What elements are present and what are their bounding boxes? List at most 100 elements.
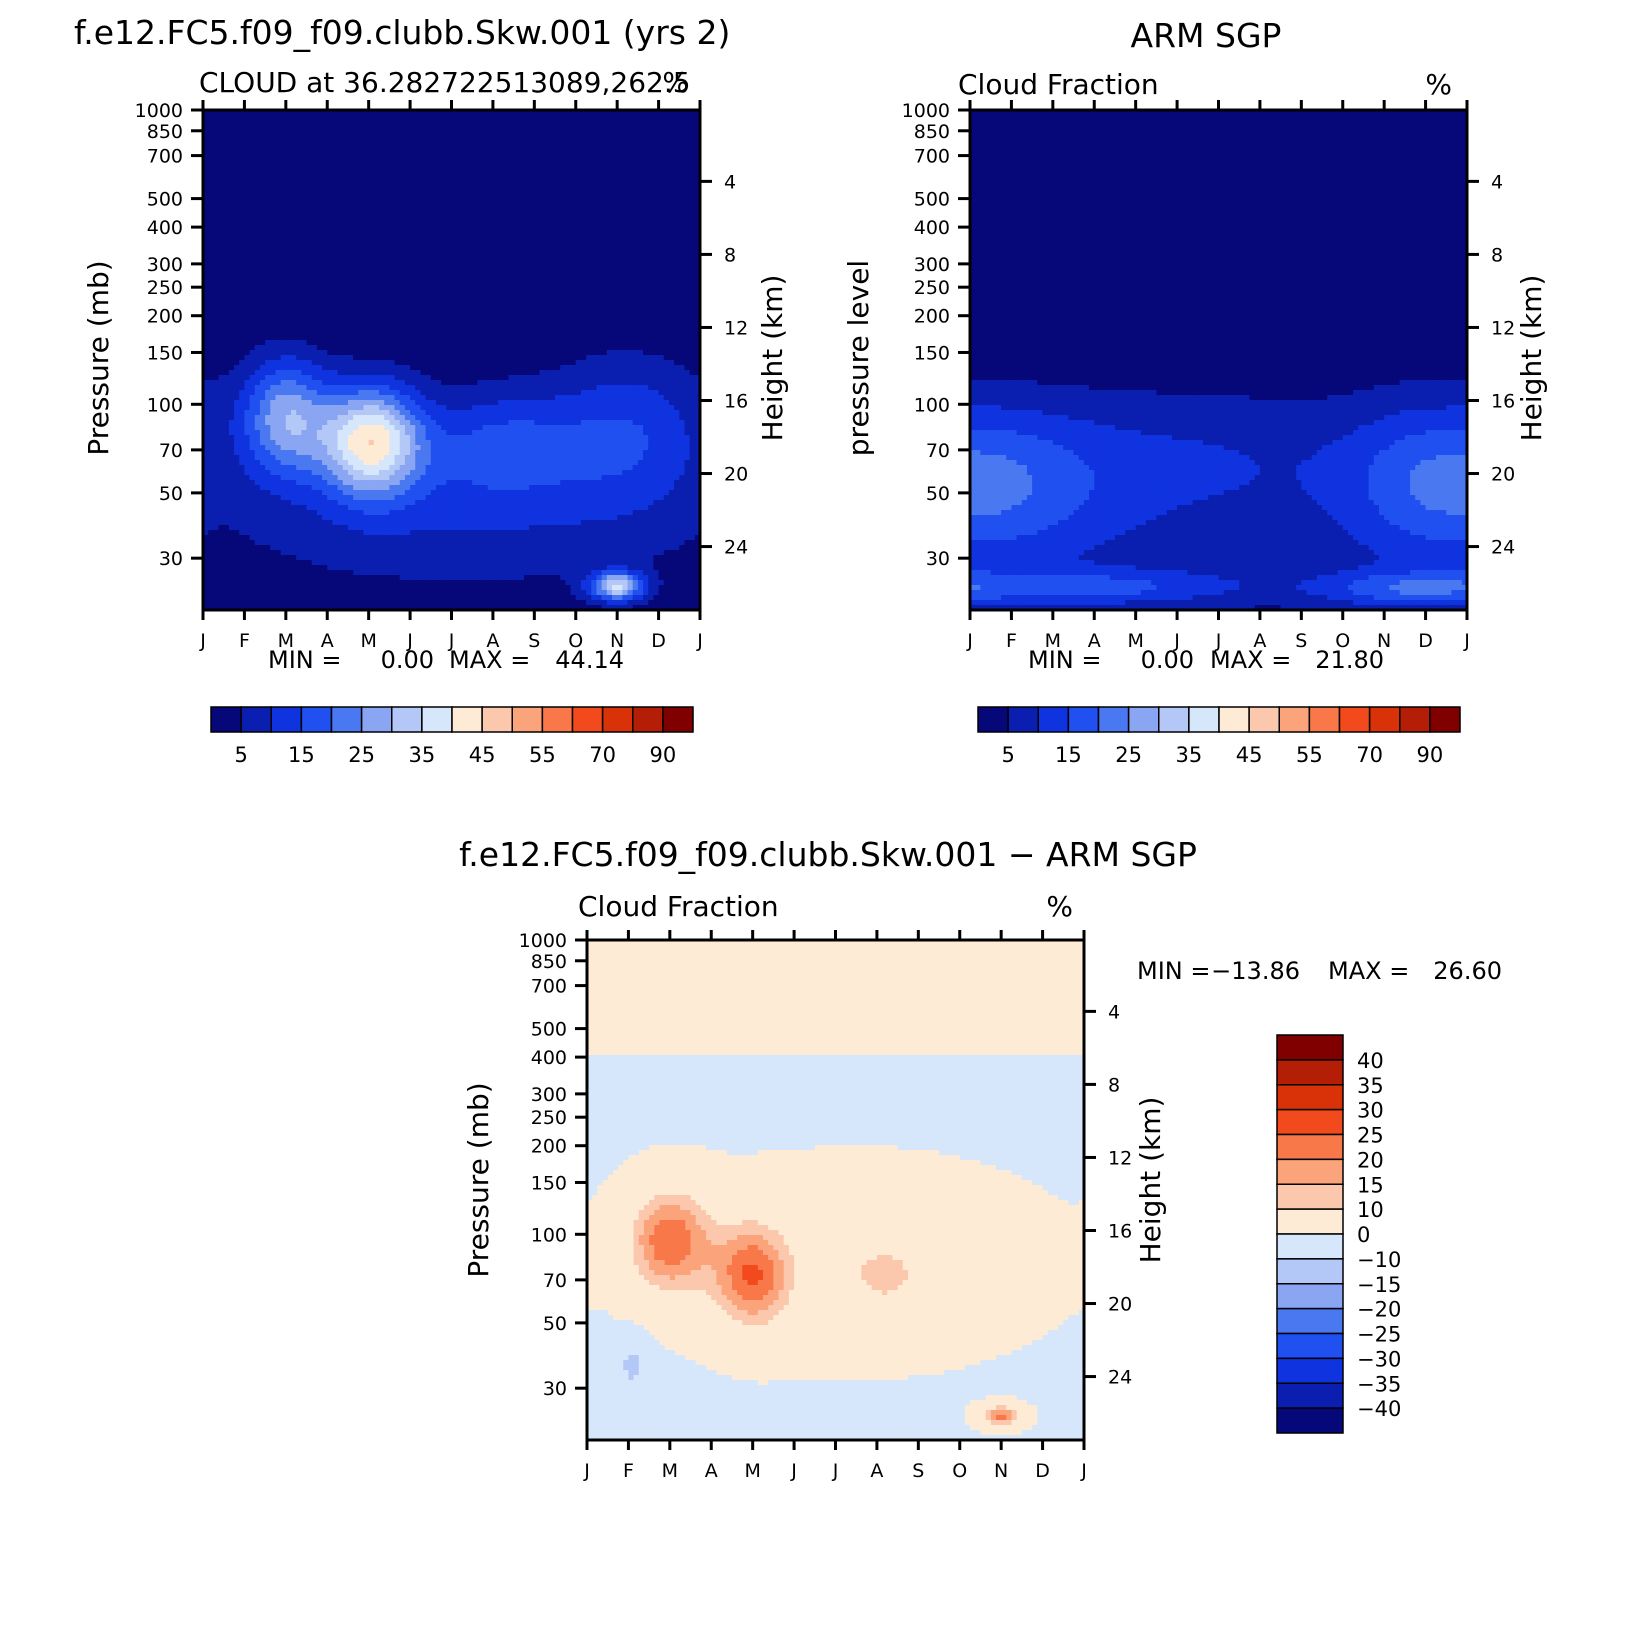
model-contour-cell (306, 560, 313, 566)
model-contour-cell (399, 210, 406, 216)
model-contour-cell (435, 255, 442, 261)
model-contour-cell (430, 420, 437, 426)
model-contour-cell (322, 585, 328, 591)
model-contour-cell (203, 485, 209, 491)
model-contour-cell (327, 245, 334, 251)
model-contour-cell (384, 385, 390, 391)
model-contour-cell (363, 510, 370, 516)
model-contour-cell (223, 335, 230, 341)
model-contour-cell (249, 410, 256, 416)
model-contour-cell (384, 375, 390, 381)
model-contour-cell (291, 400, 297, 406)
model-contour-cell (358, 130, 365, 136)
model-contour-cell (234, 220, 240, 226)
model-contour-cell (342, 135, 349, 141)
model-contour-cell (363, 405, 370, 411)
model-contour-cell (363, 520, 370, 526)
model-contour-cell (394, 145, 401, 151)
model-contour-cell (213, 380, 220, 386)
model-contour-cell (425, 405, 432, 411)
model-contour-cell (270, 485, 277, 491)
model-contour-cell (280, 440, 287, 446)
model-contour-cell (270, 430, 277, 436)
model-contour-cell (275, 235, 282, 241)
model-contour-cell (280, 135, 287, 141)
model-contour-cell (379, 175, 385, 181)
model-contour-cell (280, 530, 287, 536)
model-contour-cell (394, 170, 401, 176)
model-contour-cell (410, 260, 416, 266)
model-contour-cell (373, 375, 380, 381)
model-contour-cell (451, 520, 458, 526)
model-contour-cell (234, 280, 240, 286)
model-contour-cell (430, 445, 437, 451)
model-contour-cell (435, 515, 442, 521)
model-contour-cell (327, 300, 334, 306)
model-contour-cell (435, 180, 442, 186)
model-contour-cell (228, 145, 235, 151)
model-contour-cell (254, 440, 261, 446)
model-contour-cell (316, 555, 323, 561)
model-contour-cell (311, 170, 318, 176)
model-contour-cell (249, 570, 256, 576)
model-contour-cell (301, 270, 308, 276)
model-contour-cell (311, 225, 318, 231)
model-contour-cell (399, 145, 406, 151)
model-contour-cell (280, 535, 287, 541)
model-contour-cell (311, 130, 318, 136)
model-contour-cell (435, 295, 442, 301)
model-contour-cell (446, 290, 453, 296)
model-contour-cell (353, 455, 359, 461)
model-contour-cell (285, 575, 292, 581)
model-contour-cell (358, 495, 365, 501)
model-contour-cell (213, 470, 220, 476)
model-contour-cell (208, 475, 214, 481)
model-contour-cell (218, 405, 225, 411)
model-contour-cell (410, 505, 416, 511)
model-contour-cell (291, 440, 297, 446)
model-contour-cell (368, 195, 375, 201)
model-contour-cell (311, 535, 318, 541)
model-contour-cell (285, 265, 292, 271)
model-contour-cell (425, 365, 432, 371)
model-contour-cell (270, 595, 277, 601)
model-contour-cell (327, 455, 334, 461)
model-contour-cell (456, 305, 463, 311)
model-contour-cell (399, 240, 406, 246)
model-contour-cell (404, 345, 411, 351)
model-contour-cell (358, 400, 365, 406)
model-contour-cell (399, 125, 406, 131)
model-contour-cell (306, 290, 313, 296)
model-contour-cell (451, 365, 458, 371)
model-contour-cell (280, 545, 287, 551)
model-contour-cell (218, 160, 225, 166)
model-contour-cell (430, 150, 437, 156)
model-contour-cell (368, 440, 375, 446)
model-contour-cell (285, 135, 292, 141)
model-contour-cell (228, 370, 235, 376)
model-contour-cell (425, 300, 432, 306)
model-contour-cell (441, 315, 447, 321)
model-contour-cell (363, 220, 370, 226)
model-contour-cell (223, 570, 230, 576)
model-contour-cell (332, 220, 339, 226)
model-contour-cell (342, 200, 349, 206)
model-contour-cell (223, 270, 230, 276)
model-contour-cell (244, 230, 251, 236)
model-contour-cell (234, 535, 240, 541)
model-contour-cell (435, 575, 442, 581)
model-contour-cell (410, 415, 416, 421)
model-contour-cell (239, 460, 246, 466)
model-contour-cell (291, 180, 297, 186)
model-contour-cell (254, 465, 261, 471)
model-contour-cell (358, 380, 365, 386)
model-contour-cell (379, 120, 385, 126)
model-contour-cell (327, 480, 334, 486)
model-contour-cell (358, 590, 365, 596)
model-contour-cell (451, 385, 458, 391)
model-contour-cell (347, 240, 354, 246)
model-contour-cell (446, 550, 453, 556)
model-contour-cell (208, 300, 214, 306)
model-contour-cell (435, 390, 442, 396)
model-contour-cell (223, 480, 230, 486)
